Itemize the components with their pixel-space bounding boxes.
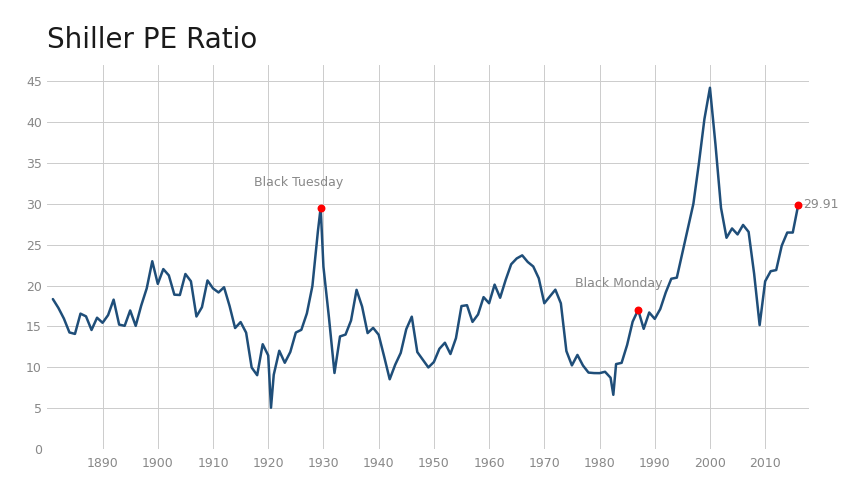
Point	[791, 201, 805, 209]
Text: Shiller PE Ratio: Shiller PE Ratio	[47, 26, 257, 54]
Point	[313, 204, 327, 212]
Text: Black Monday: Black Monday	[575, 276, 663, 290]
Text: Black Tuesday: Black Tuesday	[254, 176, 344, 189]
Point	[631, 306, 645, 314]
Text: 29.91: 29.91	[802, 198, 839, 211]
